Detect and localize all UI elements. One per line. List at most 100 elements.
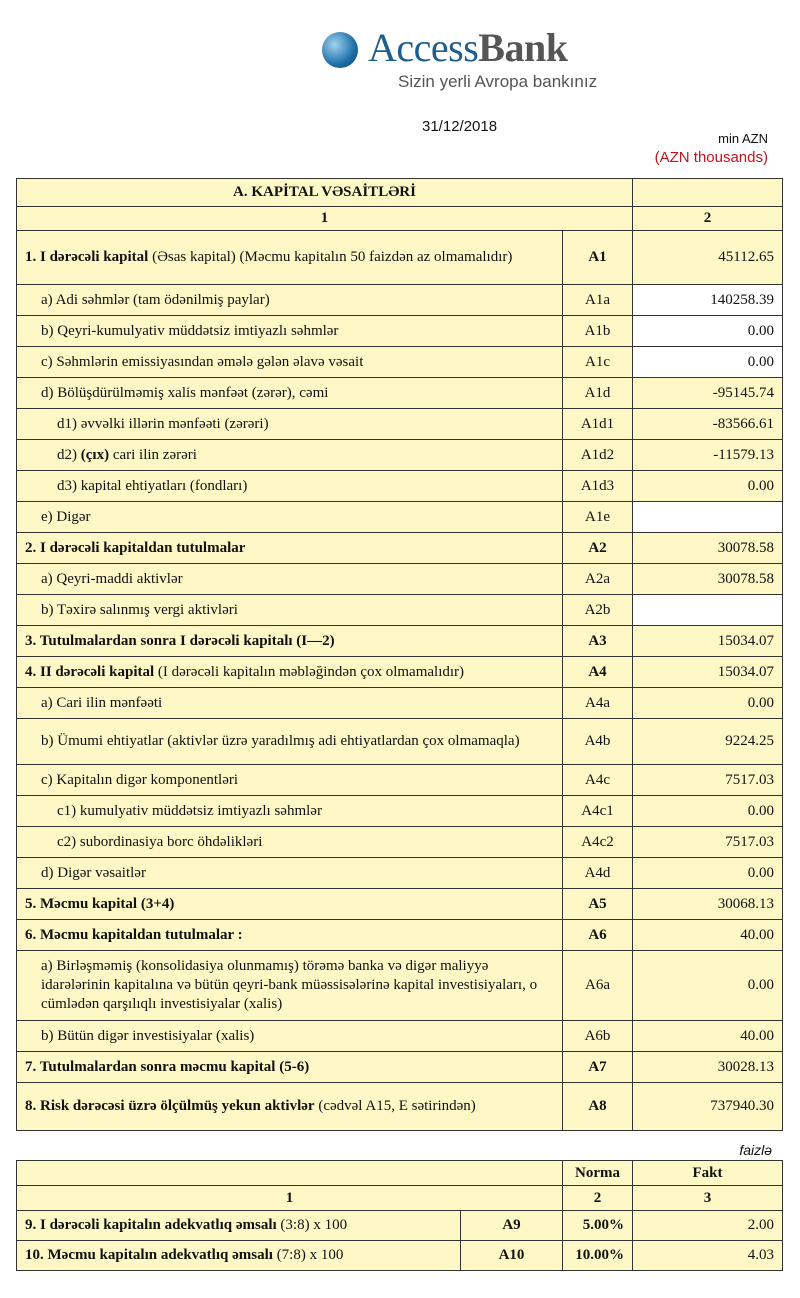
label-rest: (cədvəl A15, E sətirindən) [314,1098,476,1114]
label-pre: d) Bölüşdürülməmiş xalis mənfəət (zərər)… [41,384,329,401]
row-label: d1) əvvəlki illərin mənfəəti (zərəri) [16,408,563,440]
label-pre: b) Ümumi ehtiyatlar (aktivlər üzrə yarad… [41,733,520,749]
table-row: c) Kapitalın digər komponentləri A4c 7517.… [16,764,783,796]
table-row: b) Bütün digər investisiyalar (xalis) A6b… [16,1020,783,1052]
row-code: A6b [562,1020,633,1052]
label-pre: a) Birləşməmiş (konsolidasiya olunmamış)… [41,958,538,1012]
row-code: A1c [562,346,633,378]
row-label: c1) kumulyativ müddətsiz imtiyazlı səhml… [16,795,563,827]
table-row: e) Digər A1e [16,501,783,533]
row-code: A4c [562,764,633,796]
label-pre: b) Təxirə salınmış vergi aktivləri [41,601,238,618]
row-value: 737940.30 [632,1082,783,1131]
row-value [632,594,783,626]
row-value: 40.00 [632,1020,783,1052]
row-label: d2) (çıx) cari ilin zərəri [16,439,563,471]
table-row: 8. Risk dərəcəsi üzrə ölçülmüş yekun akt… [16,1082,783,1131]
label-pre: e) Digər [41,508,91,525]
row-code: A4 [562,656,633,688]
table-row: b) Təxirə salınmış vergi aktivləri A2b [16,594,783,626]
row-label: 6. Məcmu kapitaldan tutulmalar : [16,919,563,951]
row-code: A4a [562,687,633,719]
row-code: A1d [562,377,633,409]
row-value: 0.00 [632,950,783,1021]
table-row: d) Bölüşdürülməmiş xalis mənfəət (zərər)… [16,377,783,409]
table-row: c2) subordinasiya borc öhdəlikləri A4c2 75… [16,826,783,858]
table-row: 4. II dərəcəli kapital (I dərəcəli kapit… [16,656,783,688]
label-bold: 1. I dərəcəli kapital [25,249,149,265]
ratio-header-row: Norma Fakt [16,1160,783,1186]
row-label: c) Səhmlərin emissiyasından əmələ gələn … [16,346,563,378]
label-pre: c) Kapitalın digər komponentləri [41,771,239,788]
row-label: b) Bütün digər investisiyalar (xalis) [16,1020,563,1052]
row-label: d3) kapital ehtiyatları (fondları) [16,470,563,502]
table-row: 7. Tutulmalardan sonra məcmu kapital (5-… [16,1051,783,1083]
table-row: d2) (çıx) cari ilin zərəri A1d2 -11579.13 [16,439,783,471]
table-row: 5. Məcmu kapital (3+4) A5 30068.13 [16,888,783,920]
row-value: 0.00 [632,857,783,889]
label-bold: 9. I dərəcəli kapitalın adekvatlıq əmsal… [25,1217,277,1233]
label-bold: 4. II dərəcəli kapital [25,663,155,680]
row-code: A2 [562,532,633,564]
unit-label: min AZN [718,131,768,146]
row-label: 8. Risk dərəcəsi üzrə ölçülmüş yekun akt… [16,1082,563,1131]
table-row: a) Cari ilin mənfəəti A4a 0.00 [16,687,783,719]
label-bold: 5. Məcmu kapital (3+4) [25,895,175,912]
ratio-fakt: 2.00 [632,1210,783,1241]
table-row: 3. Tutulmalardan sonra I dərəcəli kapita… [16,625,783,657]
row-code: A1 [562,230,633,285]
label-pre: b) Qeyri-kumulyativ müddətsiz imtiyazlı … [41,322,339,339]
column-number: 1 [16,206,633,231]
label-bold: 8. Risk dərəcəsi üzrə ölçülmüş yekun akt… [25,1098,315,1114]
label-pre: b) Bütün digər investisiyalar (xalis) [41,1027,255,1044]
label-rest: (7:8) x 100 [272,1247,344,1263]
row-code: A6a [562,950,633,1021]
column-number: 2 [562,1185,633,1211]
table-row: c1) kumulyativ müddətsiz imtiyazlı səhml… [16,795,783,827]
row-code: A1d2 [562,439,633,471]
empty-cell [632,178,783,207]
label-bold: (çıx) [80,446,110,463]
label-pre: c1) kumulyativ müddətsiz imtiyazlı səhml… [57,802,322,819]
table-row: a) Adi səhmlər (tam ödənilmiş paylar) A1a… [16,284,783,316]
row-code: A4c2 [562,826,633,858]
label-pre: a) Qeyri-maddi aktivlər [41,570,183,587]
label-pre: a) Adi səhmlər (tam ödənilmiş paylar) [41,291,270,308]
row-value: 0.00 [632,687,783,719]
row-label: b) Ümumi ehtiyatlar (aktivlər üzrə yarad… [16,718,563,765]
row-value: 7517.03 [632,764,783,796]
accessbank-logo: AccessBank Sizin yerli Avropa bankınız [318,24,618,94]
label-pre: d) Digər vəsaitlər [41,864,146,881]
table-row: b) Ümumi ehtiyatlar (aktivlər üzrə yarad… [16,718,783,765]
table-row: c) Səhmlərin emissiyasından əmələ gələn … [16,346,783,378]
row-code: A6 [562,919,633,951]
row-label: a) Cari ilin mənfəəti [16,687,563,719]
row-value: 30068.13 [632,888,783,920]
logo-wordmark: AccessBank [368,24,568,71]
table-row: a) Birləşməmiş (konsolidasiya olunmamış)… [16,950,783,1021]
row-value: 0.00 [632,315,783,347]
ratio-norma: 10.00% [562,1240,633,1271]
row-code: A2b [562,594,633,626]
row-label: a) Adi səhmlər (tam ödənilmiş paylar) [16,284,563,316]
column-number-row: 1 2 [16,206,783,231]
empty-cell [16,1160,563,1186]
row-value: 15034.07 [632,656,783,688]
row-value: 30078.58 [632,563,783,595]
row-label: 2. I dərəcəli kapitaldan tutulmalar [16,532,563,564]
logo-brand-b: Bank [478,25,568,70]
column-number: 2 [632,206,783,231]
label-rest: cari ilin zərəri [109,446,197,463]
row-code: A7 [562,1051,633,1083]
row-value: -95145.74 [632,377,783,409]
row-value: 15034.07 [632,625,783,657]
logo-slogan: Sizin yerli Avropa bankınız [398,72,598,91]
column-number: 3 [632,1185,783,1211]
globe-icon [322,32,358,68]
ratio-table: Norma Fakt 1 2 3 9. I dərəcəli kapitalın… [16,1160,783,1271]
row-value: 40.00 [632,919,783,951]
table-row: 6. Məcmu kapitaldan tutulmalar : A6 40.00 [16,919,783,951]
row-code: A4d [562,857,633,889]
norma-header: Norma [562,1160,633,1186]
row-value: -11579.13 [632,439,783,471]
